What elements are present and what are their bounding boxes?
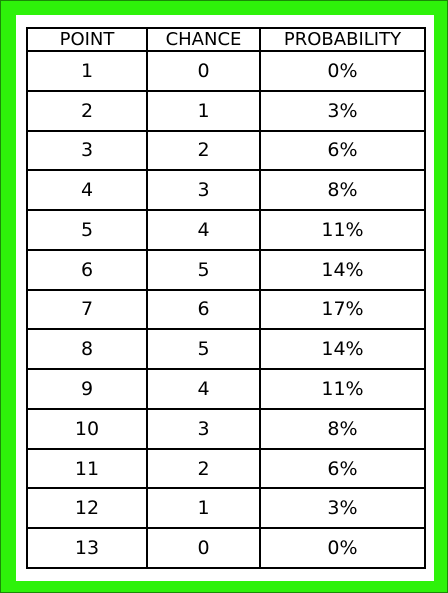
probability-cell: 0% [259,527,426,569]
table-row: 11 2 6% [26,447,426,490]
probability-cell: 3% [259,89,426,132]
header-chance: CHANCE [146,27,261,52]
probability-cell: 11% [259,368,426,410]
header-row: POINT CHANCE PROBABILITY [26,27,426,52]
chance-cell: 4 [146,368,261,410]
table-row: 12 1 3% [26,487,426,530]
point-cell: 6 [26,248,148,291]
chance-cell: 3 [146,407,261,450]
header-point: POINT [26,27,148,52]
point-cell: 7 [26,288,148,331]
probability-cell: 14% [259,248,426,291]
probability-cell: 3% [259,487,426,530]
probability-cell: 17% [259,288,426,331]
probability-cell: 14% [259,328,426,371]
header-probability: PROBABILITY [259,27,426,52]
probability-cell: 8% [259,169,426,212]
point-cell: 2 [26,89,148,132]
chance-cell: 0 [146,527,261,569]
probability-cell: 6% [259,129,426,172]
point-cell: 1 [26,50,148,92]
table-row: 9 4 11% [26,368,426,410]
point-cell: 8 [26,328,148,371]
chance-cell: 5 [146,328,261,371]
table-row: 4 3 8% [26,169,426,212]
table-sheet: POINT CHANCE PROBABILITY 1 0 0% 2 1 3% 3 [16,15,434,581]
chance-cell: 4 [146,209,261,251]
chance-cell: 2 [146,447,261,490]
chance-cell: 5 [146,248,261,291]
probability-cell: 0% [259,50,426,92]
table-row: 7 6 17% [26,288,426,331]
point-cell: 13 [26,527,148,569]
point-cell: 9 [26,368,148,410]
table-row: 3 2 6% [26,129,426,172]
table-row: 10 3 8% [26,407,426,450]
point-cell: 12 [26,487,148,530]
table-row: 13 0 0% [26,527,426,569]
point-cell: 10 [26,407,148,450]
table-row: 8 5 14% [26,328,426,371]
table-row: 6 5 14% [26,248,426,291]
chance-cell: 6 [146,288,261,331]
chance-cell: 0 [146,50,261,92]
chance-cell: 1 [146,89,261,132]
probability-cell: 8% [259,407,426,450]
probability-cell: 11% [259,209,426,251]
table-row: 1 0 0% [26,50,426,92]
point-cell: 5 [26,209,148,251]
probability-table: POINT CHANCE PROBABILITY 1 0 0% 2 1 3% 3 [26,27,426,569]
table-row: 5 4 11% [26,209,426,251]
probability-cell: 6% [259,447,426,490]
chance-cell: 3 [146,169,261,212]
chance-cell: 2 [146,129,261,172]
point-cell: 4 [26,169,148,212]
chance-cell: 1 [146,487,261,530]
point-cell: 3 [26,129,148,172]
table-row: 2 1 3% [26,89,426,132]
point-cell: 11 [26,447,148,490]
